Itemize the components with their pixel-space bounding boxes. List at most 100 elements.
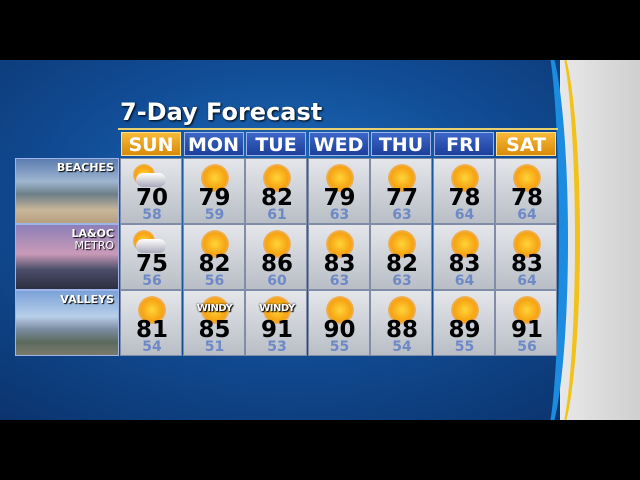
forecast-cell: 70 58 [120,158,182,224]
swoosh-decoration [540,60,580,420]
day-header-fri: FRI [433,132,494,156]
forecast-cell: 88 54 [370,290,432,356]
forecast-cell: 83 63 [307,224,370,290]
low-temp: 61 [267,207,287,223]
low-temp: 60 [267,273,287,289]
region-laoc: LA&OC METRO [15,224,119,290]
forecast-cell: 82 56 [182,224,245,290]
high-temp: 78 [448,185,481,211]
sun-icon [325,296,354,324]
sun-icon [450,164,479,192]
forecast-cell: 78 64 [495,158,557,224]
high-temp: 79 [323,185,356,211]
low-temp: 63 [392,207,412,223]
high-temp: 90 [323,317,356,343]
forecast-cell: 89 55 [432,290,495,356]
low-temp: 64 [517,207,537,223]
divider [118,128,558,130]
forecast-cell: 79 63 [307,158,370,224]
sun-icon [513,230,541,258]
forecast-cell: 77 63 [370,158,432,224]
low-temp: 59 [204,207,225,223]
forecast-cell: 78 64 [432,158,495,224]
region-label: VALLEYS [60,293,114,306]
page-title: 7-Day Forecast [120,98,323,126]
high-temp: 78 [510,185,543,211]
windy-label: WINDY [259,303,295,314]
low-temp: 63 [392,273,412,289]
region-beaches: BEACHES [15,158,119,224]
sun-icon [513,296,541,324]
sun-icon [513,164,541,192]
windy-sun-icon [200,296,229,324]
cloud-icon [136,173,166,187]
forecast-graphic: 7-Day Forecast SUN MON TUE WED THU FRI SAT BEAC… [0,60,640,420]
sun-icon [388,164,416,192]
day-header-sat: SAT [496,132,556,156]
forecast-cell: 91 56 [495,290,557,356]
low-temp: 56 [204,273,225,289]
high-temp: 85 [198,317,231,343]
day-header-thu: THU [371,132,431,156]
low-temp: 56 [142,273,162,289]
sun-icon [450,230,479,258]
sun-icon [263,164,291,192]
low-temp: 58 [142,207,162,223]
forecast-cell: 79 59 [182,158,245,224]
region-label: BEACHES [56,161,114,174]
high-temp: 91 [260,317,293,343]
region-name: LA&OC METRO [71,228,114,252]
day-header-tue: TUE [246,132,306,156]
sun-icon [450,296,479,324]
low-temp: 64 [454,273,475,289]
day-header-wed: WED [308,132,369,156]
forecast-cell: 83 64 [432,224,495,290]
high-temp: 88 [385,317,418,343]
low-temp: 55 [329,339,350,355]
region-sublabel: METRO [74,239,114,252]
region-valleys: VALLEYS [15,290,119,356]
high-temp: 77 [385,185,418,211]
forecast-cell: 75 56 [120,224,182,290]
high-temp: 82 [260,185,293,211]
sun-icon [138,296,166,324]
forecast-cell: 81 54 [120,290,182,356]
low-temp: 51 [204,339,225,355]
low-temp: 64 [517,273,537,289]
low-temp: 64 [454,207,475,223]
forecast-cell: 90 55 [307,290,370,356]
high-temp: 83 [448,251,481,277]
high-temp: 91 [510,317,543,343]
forecast-cell: 83 64 [495,224,557,290]
sun-icon [325,164,354,192]
high-temp: 86 [260,251,293,277]
sun-icon [263,230,291,258]
low-temp: 63 [329,207,350,223]
high-temp: 82 [198,251,231,277]
region-name: BEACHES [57,162,114,174]
high-temp: 83 [510,251,543,277]
sun-icon [200,230,229,258]
high-temp: 75 [135,251,168,277]
low-temp: 54 [392,339,412,355]
day-header-mon: MON [183,132,244,156]
sun-icon [200,164,229,192]
forecast-cell: 82 63 [370,224,432,290]
forecast-cell: 86 60 [245,224,307,290]
high-temp: 79 [198,185,231,211]
windy-label: WINDY [196,303,233,314]
low-temp: 54 [142,339,162,355]
high-temp: 82 [385,251,418,277]
high-temp: 81 [135,317,168,343]
forecast-cell: WINDY 85 51 [182,290,245,356]
region-label: LA&OC [71,227,114,240]
high-temp: 70 [135,185,168,211]
sun-icon [388,230,416,258]
low-temp: 55 [454,339,475,355]
high-temp: 83 [323,251,356,277]
high-temp: 89 [448,317,481,343]
windy-sun-icon [263,296,291,324]
sun-icon [325,230,354,258]
low-temp: 56 [517,339,537,355]
low-temp: 53 [267,339,287,355]
